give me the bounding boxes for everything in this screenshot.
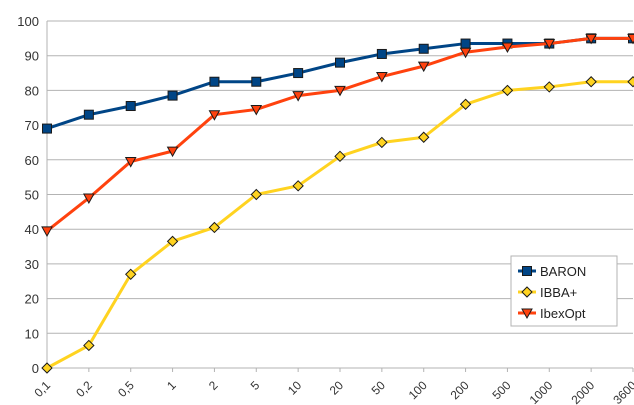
legend-marker-ibexopt bbox=[521, 308, 533, 320]
data-point-ibba- bbox=[501, 84, 514, 97]
data-point-ibexopt bbox=[585, 33, 597, 45]
legend-label-baron: BARON bbox=[540, 264, 586, 279]
data-point-ibba- bbox=[459, 98, 472, 110]
x-tick-label: 0,2 bbox=[73, 378, 95, 400]
data-point-ibba- bbox=[543, 81, 555, 93]
y-tick-label: 60 bbox=[25, 153, 39, 168]
x-tick-label: 0,1 bbox=[31, 378, 53, 400]
data-point-baron bbox=[460, 38, 471, 49]
x-tick-label: 20 bbox=[327, 378, 347, 398]
data-point-ibexopt bbox=[417, 61, 430, 73]
series-baron bbox=[42, 33, 634, 134]
data-point-baron bbox=[83, 109, 94, 120]
x-tick-label: 5 bbox=[248, 378, 263, 393]
data-point-ibba- bbox=[41, 362, 53, 374]
y-tick-label: 40 bbox=[25, 222, 39, 237]
data-point-ibexopt bbox=[250, 104, 263, 116]
legend: BARON IBBA+ IbexOpt bbox=[510, 255, 618, 327]
y-axis-ticks: 0 10 20 30 40 50 60 70 80 90 100 bbox=[17, 14, 39, 376]
data-point-baron bbox=[376, 48, 387, 59]
data-point-baron bbox=[418, 43, 429, 54]
data-point-baron bbox=[125, 101, 136, 112]
data-point-ibexopt bbox=[124, 157, 137, 168]
data-point-ibba- bbox=[585, 76, 597, 88]
data-point-baron bbox=[293, 68, 304, 79]
y-tick-label: 80 bbox=[25, 83, 39, 98]
data-point-baron bbox=[167, 90, 178, 101]
data-point-ibexopt bbox=[501, 42, 514, 54]
data-point-ibba- bbox=[627, 76, 634, 88]
x-tick-label: 200 bbox=[448, 378, 472, 402]
data-point-baron bbox=[251, 76, 262, 87]
data-point-ibexopt bbox=[292, 91, 304, 102]
data-point-ibba- bbox=[208, 221, 221, 234]
legend-marker-baron bbox=[522, 266, 532, 276]
x-tick-label: 50 bbox=[369, 378, 389, 398]
x-tick-label: 2 bbox=[206, 378, 221, 393]
data-point-ibba- bbox=[334, 150, 346, 163]
x-tick-label: 100 bbox=[406, 378, 430, 402]
x-tick-label: 3600 bbox=[610, 378, 634, 405]
series-ibba- bbox=[41, 76, 634, 374]
data-point-ibba- bbox=[83, 339, 95, 352]
data-point-ibba- bbox=[125, 268, 137, 281]
y-tick-label: 100 bbox=[17, 14, 39, 29]
x-tick-label: 2000 bbox=[568, 378, 597, 405]
data-point-ibexopt bbox=[459, 47, 472, 59]
data-point-baron bbox=[335, 57, 345, 68]
data-point-ibexopt bbox=[41, 226, 53, 237]
y-tick-label: 70 bbox=[25, 118, 39, 133]
y-tick-label: 0 bbox=[32, 361, 39, 376]
data-point-ibexopt bbox=[166, 146, 179, 158]
data-point-baron bbox=[209, 76, 220, 87]
y-tick-label: 10 bbox=[25, 326, 39, 341]
series-line-baron bbox=[46, 36, 633, 130]
data-point-ibexopt bbox=[376, 72, 388, 83]
y-tick-label: 50 bbox=[25, 188, 39, 203]
data-point-ibexopt bbox=[83, 193, 95, 204]
x-tick-label: 0,5 bbox=[115, 378, 137, 400]
data-point-ibexopt bbox=[334, 85, 346, 97]
series-lines bbox=[41, 33, 634, 374]
data-point-baron bbox=[42, 123, 52, 134]
series-ibexopt bbox=[41, 33, 634, 237]
data-point-ibba- bbox=[166, 235, 179, 248]
legend-marker-ibba- bbox=[521, 286, 533, 298]
data-point-ibexopt bbox=[543, 39, 556, 50]
x-tick-label: 1 bbox=[164, 378, 179, 393]
legend-label-ibba-: IBBA+ bbox=[540, 285, 577, 300]
data-point-ibba- bbox=[250, 188, 262, 201]
data-point-ibba- bbox=[418, 131, 430, 143]
x-tick-label: 1000 bbox=[527, 378, 556, 405]
x-tick-label: 500 bbox=[489, 378, 513, 402]
data-point-ibexopt bbox=[208, 110, 221, 121]
x-tick-label: 10 bbox=[285, 378, 305, 398]
x-axis-ticks: 0,1 0,2 0,5 1 2 5 10 20 50 100 200 500 1000 2000 3600 bbox=[31, 368, 634, 405]
y-tick-label: 30 bbox=[25, 257, 39, 272]
legend-label-ibexopt: IbexOpt bbox=[540, 306, 586, 321]
data-point-ibba- bbox=[376, 136, 388, 149]
data-point-ibexopt bbox=[627, 33, 634, 45]
y-tick-label: 90 bbox=[25, 49, 39, 64]
y-tick-label: 20 bbox=[25, 292, 39, 307]
data-point-ibba- bbox=[292, 180, 304, 192]
